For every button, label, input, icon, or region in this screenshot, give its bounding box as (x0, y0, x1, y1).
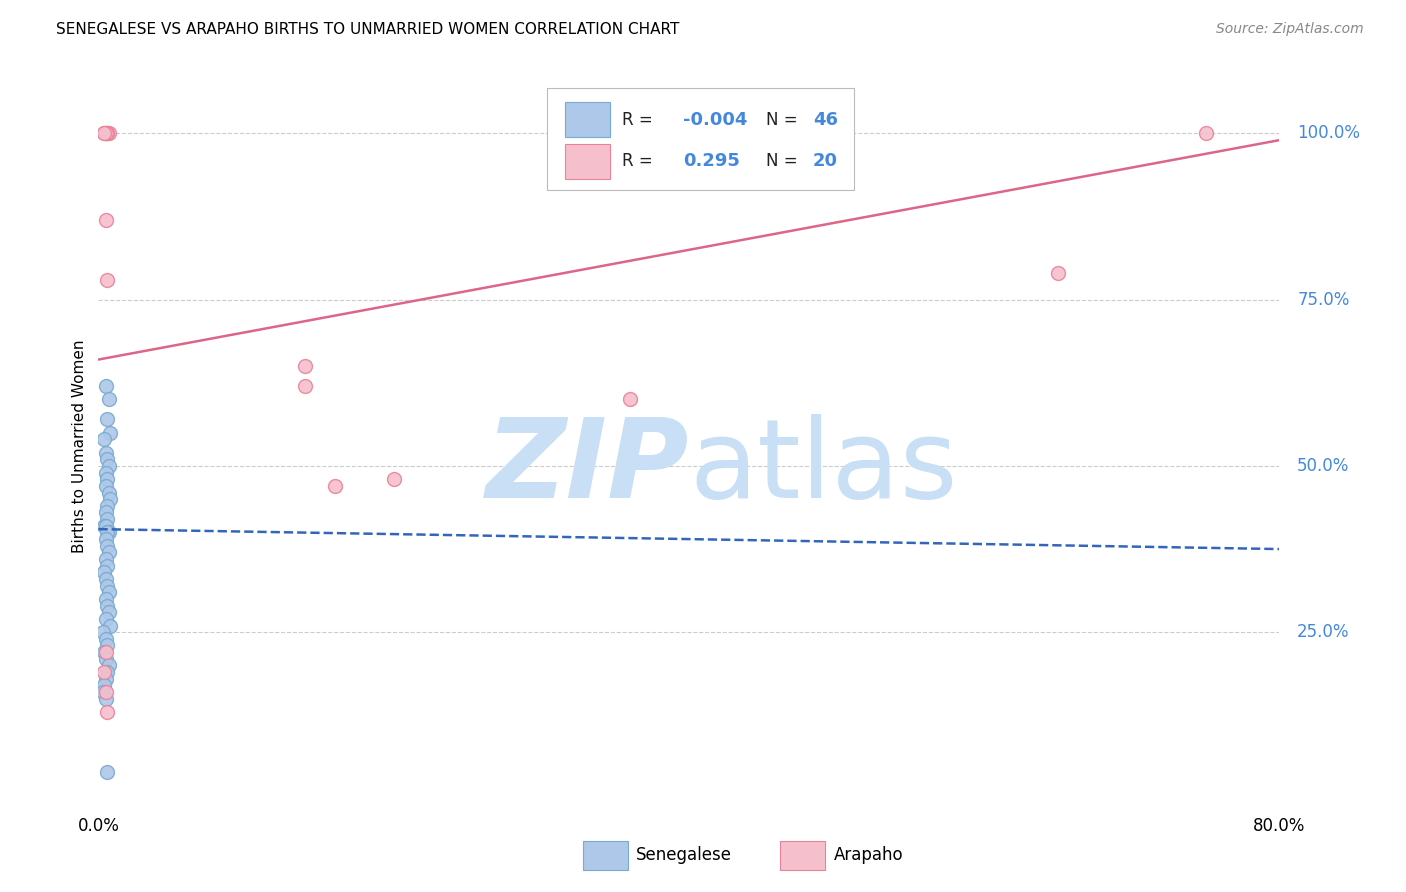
Text: Arapaho: Arapaho (834, 847, 904, 864)
Point (96, 705, 118, 719)
Point (93, 433, 115, 447)
Text: Source: ZipAtlas.com: Source: ZipAtlas.com (1216, 22, 1364, 37)
Point (93, 645, 115, 659)
Point (94, 213, 117, 227)
Text: 25.0%: 25.0% (1298, 624, 1350, 641)
Point (93, 127, 115, 141)
Point (94, 612, 117, 626)
Point (94, 379, 117, 393)
Point (97, 525, 120, 540)
Point (94, 591, 117, 606)
Text: 75.0%: 75.0% (1298, 291, 1350, 309)
Point (96, 472, 118, 486)
Point (96, 579, 118, 593)
Point (94, 127, 117, 141)
Point (96, 764, 118, 779)
Point (96, 512, 118, 526)
Point (94, 645, 117, 659)
Point (93, 665, 115, 679)
Point (94, 466, 117, 480)
Point (94, 506, 117, 520)
Point (93, 127, 115, 141)
Point (93, 518, 115, 533)
Point (98, 492, 121, 507)
Point (96, 599, 118, 613)
Text: 46: 46 (813, 111, 838, 128)
Point (94, 479, 117, 493)
Point (96, 412, 118, 426)
Text: N =: N = (766, 153, 797, 170)
Text: N =: N = (766, 111, 797, 128)
Point (96, 639, 118, 653)
FancyBboxPatch shape (565, 103, 610, 137)
Point (1046, 266, 1069, 280)
Text: 20: 20 (813, 153, 838, 170)
Point (96, 558, 118, 573)
Point (98, 425, 121, 440)
Point (1195, 127, 1218, 141)
Point (94, 445, 117, 459)
Y-axis label: Births to Unmarried Women: Births to Unmarried Women (72, 339, 87, 553)
Point (96, 499, 118, 513)
Point (94, 572, 117, 586)
Text: ZIP: ZIP (485, 415, 689, 522)
Point (97, 658, 120, 673)
Point (97, 127, 120, 141)
Point (96, 665, 118, 679)
Point (323, 479, 346, 493)
Point (619, 392, 641, 407)
Point (96, 273, 118, 287)
Point (97, 458, 120, 473)
Point (96, 127, 118, 141)
Point (94, 632, 117, 646)
Text: 0.295: 0.295 (683, 153, 740, 170)
Point (94, 532, 117, 546)
Text: Senegalese: Senegalese (636, 847, 731, 864)
Point (93, 566, 115, 580)
Point (96, 525, 118, 540)
Point (94, 672, 117, 686)
Point (382, 472, 405, 486)
Point (91, 625, 114, 640)
Point (96, 539, 118, 553)
Text: 100.0%: 100.0% (1298, 125, 1360, 143)
Point (97, 585, 120, 599)
Point (94, 652, 117, 666)
Point (94, 552, 117, 566)
Point (294, 359, 316, 374)
Point (94, 691, 117, 706)
Point (94, 685, 117, 699)
Point (93, 678, 115, 692)
Text: atlas: atlas (689, 415, 957, 522)
Point (97, 392, 120, 407)
Point (91, 685, 114, 699)
Point (97, 605, 120, 619)
Point (96, 452, 118, 467)
Point (97, 545, 120, 559)
Point (98, 618, 121, 632)
Point (97, 485, 120, 500)
Text: R =: R = (621, 153, 652, 170)
Text: SENEGALESE VS ARAPAHO BIRTHS TO UNMARRIED WOMEN CORRELATION CHART: SENEGALESE VS ARAPAHO BIRTHS TO UNMARRIE… (56, 22, 679, 37)
FancyBboxPatch shape (565, 144, 610, 179)
Point (94, 127, 117, 141)
Point (94, 518, 117, 533)
Point (96, 127, 118, 141)
Text: R =: R = (621, 111, 652, 128)
FancyBboxPatch shape (547, 87, 855, 190)
Point (294, 379, 316, 393)
Text: -0.004: -0.004 (683, 111, 748, 128)
Text: 50.0%: 50.0% (1298, 457, 1350, 475)
